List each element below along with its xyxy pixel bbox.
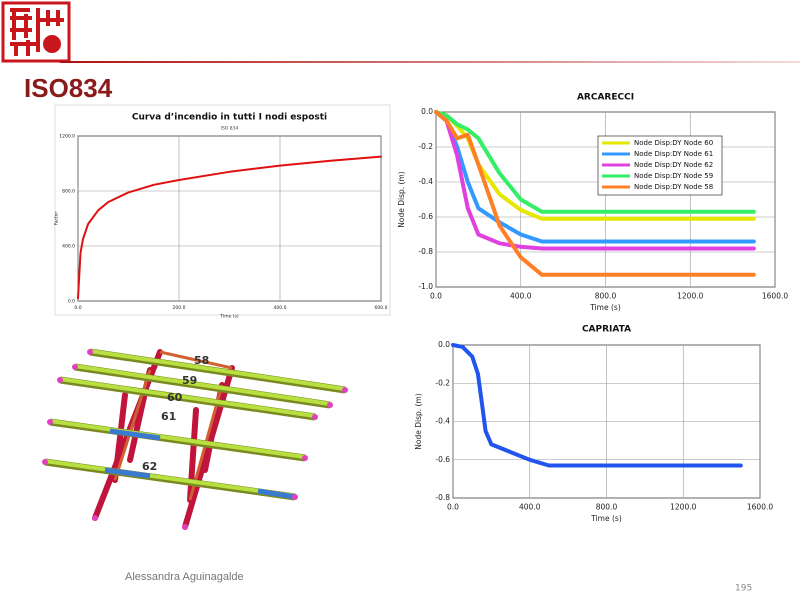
- author: Alessandra Aguinagalde: [125, 571, 244, 583]
- y-tick-label: -0.2: [418, 142, 433, 151]
- node-label: 60: [167, 391, 183, 404]
- node-label: 61: [161, 410, 176, 423]
- data-line: [451, 343, 743, 468]
- legend-label: Node Disp:DY Node 61: [634, 150, 713, 158]
- y-tick-label: -0.2: [435, 378, 450, 387]
- x-axis-label: Time (s): [590, 514, 622, 523]
- y-tick-label: -0.8: [435, 493, 450, 502]
- legend-label: Node Disp:DY Node 60: [634, 139, 713, 147]
- y-tick-label: -0.6: [418, 212, 433, 221]
- y-tick-label: 0.0: [68, 299, 75, 305]
- node-label: 58: [194, 354, 209, 367]
- y-axis-label: Node Disp. (m): [414, 393, 423, 449]
- y-tick-label: -0.6: [435, 455, 450, 464]
- x-tick-label: 800.0: [595, 292, 617, 301]
- chart-title: CAPRIATA: [582, 325, 631, 335]
- y-tick-label: -1.0: [418, 282, 433, 291]
- x-tick-label: 400.0: [519, 503, 541, 512]
- y-tick-label: 800.0: [62, 189, 75, 195]
- x-axis-label: Time (s): [219, 314, 239, 320]
- node-label: 62: [142, 460, 157, 473]
- x-tick-label: 0.0: [447, 503, 459, 512]
- page-number: 195: [735, 584, 752, 594]
- y-tick-label: -0.4: [435, 417, 450, 426]
- data-line: [434, 110, 756, 277]
- chart-frame: [54, 104, 391, 316]
- x-tick-label: 400.0: [510, 292, 532, 301]
- data-line: [434, 110, 756, 214]
- x-tick-label: 800.0: [596, 503, 618, 512]
- chart-title: ARCARECCI: [577, 93, 634, 103]
- x-tick-label: 1600.0: [747, 503, 773, 512]
- y-tick-label: -0.4: [418, 177, 433, 186]
- x-tick-label: 600.0: [375, 305, 388, 311]
- header-rule: [60, 61, 800, 63]
- chart-title: Curva d’incendio in tutti I nodi esposti: [132, 113, 327, 123]
- y-tick-label: -0.8: [418, 247, 433, 256]
- slide-title: ISO834: [24, 73, 113, 103]
- x-tick-label: 1600.0: [762, 292, 788, 301]
- y-axis-label: Factor: [54, 211, 60, 225]
- y-tick-label: 0.0: [421, 107, 433, 116]
- data-line: [77, 155, 382, 300]
- logo: [1, 1, 71, 63]
- structure-model: [42, 348, 348, 530]
- x-tick-label: 1200.0: [677, 292, 703, 301]
- y-tick-label: 1200.0: [59, 134, 75, 140]
- x-tick-label: 400.0: [274, 305, 287, 311]
- data-line: [434, 110, 756, 251]
- node-label: 59: [182, 374, 197, 387]
- y-axis-label: Node Disp. (m): [397, 171, 406, 227]
- x-axis-label: Time (s): [589, 303, 621, 312]
- x-tick-label: 0.0: [430, 292, 442, 301]
- legend-label: Node Disp:DY Node 58: [634, 183, 713, 191]
- chart-subtitle: ISO 834: [221, 126, 239, 132]
- y-tick-label: 400.0: [62, 244, 75, 250]
- legend-label: Node Disp:DY Node 59: [634, 172, 713, 180]
- x-tick-label: 1200.0: [670, 503, 696, 512]
- y-tick-label: 0.0: [438, 340, 450, 349]
- x-tick-label: 200.0: [173, 305, 186, 311]
- x-tick-label: 0.0: [74, 305, 81, 311]
- legend-label: Node Disp:DY Node 62: [634, 161, 713, 169]
